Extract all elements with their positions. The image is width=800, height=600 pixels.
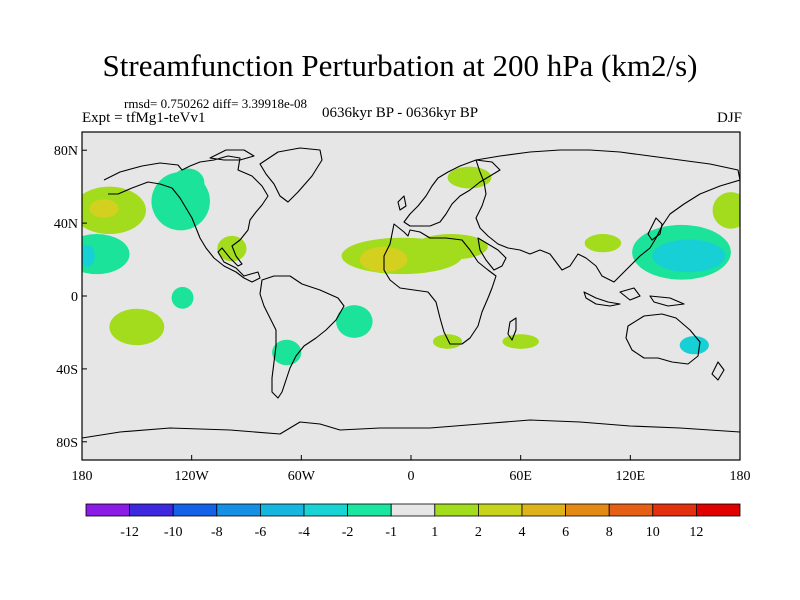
experiment-label: Expt = tfMg1-teVv1 (82, 110, 206, 126)
coastline-arctic-islands (209, 149, 255, 161)
coastline-europe-africa (383, 223, 497, 345)
colorbar-label: -1 (385, 525, 397, 540)
colorbar-swatch (303, 503, 348, 517)
axis-ticks: 180 120W 60W 0 60E 120E 180 80N 40N 0 40S 80S (54, 144, 751, 484)
colorbar-swatch (129, 503, 174, 517)
coastline-australia (625, 313, 701, 365)
colorbar-swatch (565, 503, 610, 517)
colorbar-label: -4 (298, 525, 310, 540)
colorbar-label: -8 (211, 525, 223, 540)
colorbar-label: 6 (562, 525, 569, 540)
colorbar-swatch (85, 503, 130, 517)
colorbar-label: 8 (606, 525, 613, 540)
x-tick-label: 120E (616, 469, 646, 484)
anomaly-region (712, 192, 740, 229)
x-tick-label: 60W (288, 469, 316, 484)
coastlines (82, 147, 740, 439)
anomaly-region (336, 305, 373, 338)
period-label: 0636kyr BP - 0636kyr BP (322, 105, 479, 121)
coastline-asia (475, 149, 740, 283)
coastline-europe (403, 159, 501, 227)
coastline-indonesia (583, 287, 685, 307)
y-tick-label: 40N (54, 217, 78, 232)
coastline-south-america (259, 275, 345, 399)
coastline-greenland (259, 147, 323, 203)
colorbar-label: 4 (519, 525, 526, 540)
anomaly-region (171, 168, 205, 198)
x-tick-label: 60E (509, 469, 532, 484)
colorbar: -12 -10 -8 -6 -4 -2 -1 1 2 4 6 8 10 12 (85, 503, 741, 540)
colorbar-label: 10 (646, 525, 660, 540)
anomaly-region (414, 234, 488, 260)
coastline-arabia (477, 237, 507, 271)
anomaly-region (89, 199, 119, 218)
anomaly-region (584, 234, 622, 253)
colorbar-swatch (172, 503, 218, 517)
colorbar-label: -6 (255, 525, 267, 540)
y-tick-label: 80N (54, 144, 78, 159)
colorbar-swatch (521, 503, 566, 517)
x-tick-label: 120W (175, 469, 210, 484)
anomaly-region (432, 334, 463, 349)
y-tick-label: 0 (71, 290, 78, 305)
coastline-north-america (103, 155, 269, 283)
colorbar-swatch (390, 503, 436, 517)
coastline-new-zealand (711, 361, 725, 381)
colorbar-swatch (696, 503, 741, 517)
season-label: DJF (716, 110, 742, 126)
colorbar-swatch (259, 503, 305, 517)
anomaly-region (502, 334, 539, 349)
colorbar-swatch (434, 503, 479, 517)
colorbar-label: 2 (475, 525, 482, 540)
colorbar-label: -10 (164, 525, 183, 540)
map-title: Streamfunction Perturbation at 200 hPa (… (102, 48, 698, 83)
coastline-antarctica (82, 419, 740, 439)
anomaly-region (109, 308, 165, 346)
coastline-japan (647, 217, 663, 241)
coastline-uk (397, 195, 407, 211)
anomaly-region (82, 234, 130, 275)
x-tick-label: 180 (72, 469, 93, 484)
anomaly-contours (82, 166, 740, 366)
colorbar-label: 12 (689, 525, 703, 540)
statistics-text: rmsd= 0.750262 diff= 3.39918e-08 (124, 96, 308, 111)
anomaly-region (171, 286, 194, 309)
y-tick-label: 40S (56, 363, 78, 378)
colorbar-swatch (216, 503, 261, 517)
coastline-madagascar (507, 317, 517, 341)
colorbar-swatch (347, 503, 392, 517)
x-tick-label: 180 (730, 469, 751, 484)
colorbar-label: -12 (120, 525, 139, 540)
colorbar-label: 1 (431, 525, 438, 540)
x-tick-label: 0 (408, 469, 415, 484)
anomaly-region (217, 235, 247, 262)
anomaly-region (652, 239, 726, 273)
colorbar-swatch (652, 503, 697, 517)
anomaly-region (82, 244, 95, 267)
colorbar-swatch (477, 503, 523, 517)
colorbar-swatch (608, 503, 654, 517)
colorbar-label: -2 (342, 525, 354, 540)
y-tick-label: 80S (56, 436, 78, 451)
anomaly-region (679, 336, 709, 355)
